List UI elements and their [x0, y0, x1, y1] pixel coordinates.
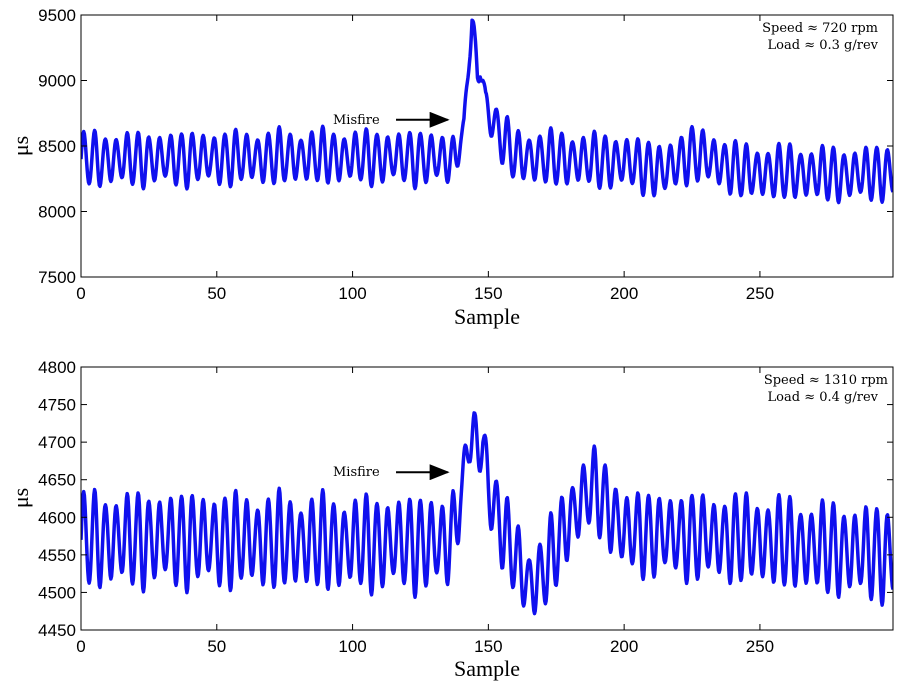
chart-panel-top: 0 50 100 150 200 250 7500 8000 8500 9000 9500 Samp… — [8, 6, 894, 329]
y-tick-label: 4600 — [38, 508, 76, 527]
misfire-label: Misfire — [333, 113, 380, 128]
y-tick-label: 8000 — [38, 203, 76, 222]
x-tick-label: 0 — [76, 637, 85, 656]
plot-frame — [80, 366, 894, 631]
y-tick-label: 4500 — [38, 583, 76, 602]
y-tick-label: 9500 — [38, 6, 76, 25]
x-axis-title: Sample — [454, 304, 520, 329]
x-tick-label: 150 — [474, 284, 502, 303]
x-tick-label: 200 — [610, 637, 638, 656]
y-tick-label: 4800 — [38, 358, 76, 377]
x-tick-label: 250 — [746, 637, 774, 656]
speed-annotation: Speed ≈ 1310 rpm — [764, 373, 888, 388]
y-tick-label: 4450 — [38, 621, 76, 640]
x-tick-label: 50 — [207, 284, 226, 303]
y-tick-label: 4650 — [38, 471, 76, 490]
plot-line-group — [81, 411, 893, 616]
x-tick-label: 50 — [207, 637, 226, 656]
y-axis-title: μs — [8, 136, 33, 156]
series-line — [81, 18, 893, 205]
chart-panel-bottom: 0 50 100 150 200 250 4450 4500 4550 4600 4650 4700 4… — [8, 358, 894, 681]
y-tick-label: 8500 — [38, 137, 76, 156]
x-tick-label: 150 — [474, 637, 502, 656]
y-tick-label: 4550 — [38, 546, 76, 565]
tick-group: 0 50 100 150 200 250 4450 4500 4550 4600 4650 4700 4… — [38, 358, 893, 656]
y-tick-label: 4750 — [38, 396, 76, 415]
load-annotation: Load ≈ 0.4 g/rev — [768, 390, 879, 405]
x-tick-label: 0 — [76, 284, 85, 303]
y-tick-label: 9000 — [38, 72, 76, 91]
y-tick-label: 7500 — [38, 268, 76, 287]
x-tick-label: 200 — [610, 284, 638, 303]
misfire-label: Misfire — [333, 465, 380, 480]
x-axis-title: Sample — [454, 656, 520, 681]
y-axis-title: μs — [8, 488, 33, 508]
series-line — [81, 411, 893, 616]
plot-line-group — [81, 18, 893, 205]
y-tick-label: 4700 — [38, 433, 76, 452]
speed-annotation: Speed ≈ 720 rpm — [762, 21, 878, 36]
x-tick-label: 100 — [338, 637, 366, 656]
tick-group: 0 50 100 150 200 250 7500 8000 8500 9000 9500 — [38, 6, 893, 303]
x-tick-label: 250 — [746, 284, 774, 303]
load-annotation: Load ≈ 0.3 g/rev — [768, 38, 879, 53]
x-tick-label: 100 — [338, 284, 366, 303]
